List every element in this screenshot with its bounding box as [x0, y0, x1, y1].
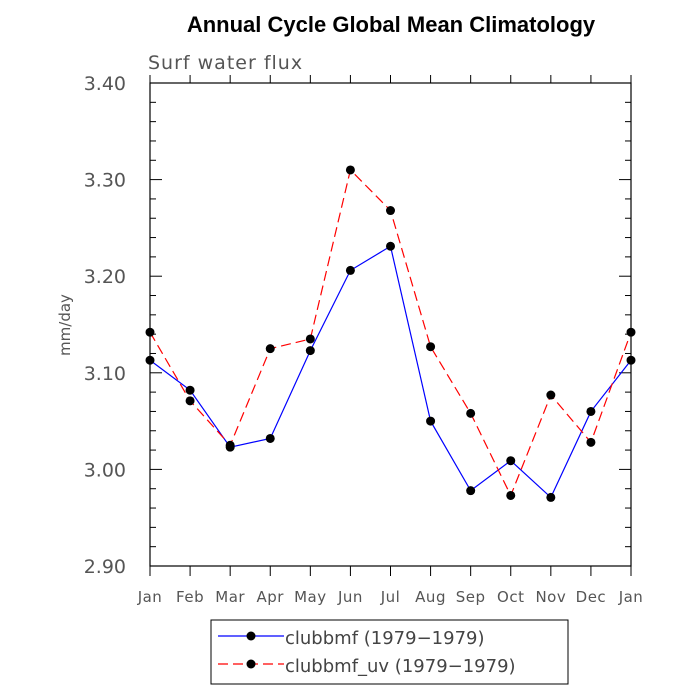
series-0-point: [586, 406, 596, 416]
series-1-point: [145, 327, 155, 337]
series-0-point: [546, 492, 556, 502]
series-1-point: [386, 206, 395, 216]
y-tick-labels: 2.90 3.00 3.10 3.20 3.30 3.40: [84, 73, 126, 578]
series-1-point: [586, 437, 596, 447]
data-series: [145, 165, 636, 502]
plot-frame: [149, 82, 632, 567]
x-tick-labels: Jan Feb Mar Apr May Jun Jul Aug Sep Oct Nov Dec Jan: [137, 588, 644, 606]
series-1-point: [265, 344, 275, 354]
y-tick-label: 3.00: [84, 459, 126, 481]
x-tick-label: Jan: [618, 588, 644, 606]
x-tick-label: Apr: [257, 588, 285, 606]
x-tick-label: Jul: [380, 588, 401, 606]
series-0-point: [345, 265, 355, 275]
series-0-point: [185, 385, 195, 395]
series-1-point: [305, 334, 315, 344]
series-1-point: [466, 408, 476, 418]
x-tick-label: Feb: [176, 588, 204, 606]
y-tick-label: 3.20: [84, 266, 126, 288]
series-0-point: [265, 433, 275, 443]
x-tick-label: Jan: [137, 588, 163, 606]
series-0-point: [145, 355, 155, 365]
x-tick-label: Jun: [337, 588, 363, 606]
x-tick-label: Oct: [497, 588, 524, 606]
series-0-point: [466, 486, 476, 496]
x-tick-label: Sep: [456, 588, 486, 606]
series-line-0: [149, 245, 632, 499]
x-tick-label: Aug: [415, 588, 446, 606]
legend: clubbmf (1979−1979) clubbmf_uv (1979−197…: [210, 619, 569, 685]
series-1-point: [225, 440, 235, 450]
legend-box: [210, 619, 569, 685]
series-1-point: [185, 396, 195, 406]
legend-marker-1: [246, 659, 256, 669]
series-0-point: [305, 346, 315, 356]
axis-ticks: [149, 75, 632, 576]
x-tick-label: May: [294, 588, 327, 606]
series-1-point: [506, 490, 516, 500]
series-line-1: [149, 168, 632, 497]
series-1-point: [426, 342, 436, 352]
x-tick-label: Dec: [576, 588, 607, 606]
legend-marker-0: [246, 631, 256, 641]
y-tick-label: 3.30: [84, 170, 126, 192]
y-tick-label: 3.40: [84, 73, 126, 95]
x-tick-label: Mar: [215, 588, 245, 606]
series-0-point: [386, 241, 395, 251]
series-0-point: [506, 456, 516, 466]
series-0-point: [626, 355, 636, 365]
chart-title: Annual Cycle Global Mean Climatology: [187, 12, 596, 37]
series-1-point: [345, 165, 355, 175]
y-tick-label: 3.10: [84, 363, 126, 385]
series-1-point: [546, 390, 556, 400]
y-tick-label: 2.90: [84, 556, 126, 578]
x-tick-label: Nov: [535, 588, 566, 606]
series-0-point: [426, 416, 436, 426]
y-axis-label: mm/day: [56, 294, 74, 356]
chart-subtitle: Surf water flux: [148, 52, 303, 74]
series-1-point: [626, 327, 636, 337]
legend-label-clubbmf: clubbmf (1979−1979): [285, 628, 485, 649]
legend-label-clubbmf-uv: clubbmf_uv (1979−1979): [285, 656, 516, 677]
